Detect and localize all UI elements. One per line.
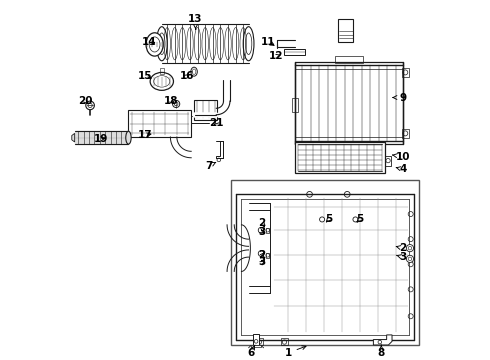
Text: 17: 17 [138,130,152,140]
Text: 14: 14 [142,37,156,47]
Bar [284,49,305,55]
Circle shape [86,101,95,110]
Ellipse shape [150,72,173,90]
Text: 5: 5 [356,215,364,224]
Polygon shape [216,141,223,158]
Polygon shape [251,345,261,347]
Text: 5: 5 [325,215,332,224]
Text: 11: 11 [261,37,275,47]
Polygon shape [72,133,74,142]
Polygon shape [295,62,403,144]
Bar [231,180,419,345]
Text: 3: 3 [259,227,266,237]
Circle shape [172,100,180,108]
Ellipse shape [156,27,167,61]
Bar [253,334,259,345]
Ellipse shape [243,27,254,61]
Bar [335,56,364,63]
Text: 15: 15 [138,71,152,81]
Bar [128,110,191,137]
Bar [256,338,263,345]
Text: 4: 4 [396,164,407,174]
Text: 9: 9 [393,93,406,103]
Circle shape [406,255,414,262]
Polygon shape [373,335,392,345]
Text: 3: 3 [396,252,406,262]
Bar [160,68,164,74]
Bar [194,100,218,120]
Text: 6: 6 [247,345,255,358]
Bar [281,338,288,345]
Text: 20: 20 [78,96,93,106]
Bar [266,228,270,233]
Text: 12: 12 [270,51,284,61]
Text: 21: 21 [209,118,223,127]
Ellipse shape [146,33,163,56]
Bar [293,98,298,112]
Bar [402,68,409,77]
Bar [295,142,385,173]
Text: 2: 2 [396,243,406,253]
Circle shape [406,244,414,252]
Bar [402,129,409,138]
Circle shape [319,217,324,222]
Ellipse shape [191,67,197,76]
Text: 10: 10 [392,152,410,162]
Text: 19: 19 [94,134,108,144]
Ellipse shape [126,131,131,144]
Circle shape [353,217,358,222]
Text: 3: 3 [259,257,266,267]
Text: 16: 16 [180,71,194,81]
Text: 2: 2 [259,218,266,228]
Text: 7: 7 [205,161,216,171]
Text: 8: 8 [378,345,385,358]
Bar [385,156,392,166]
Text: 13: 13 [188,14,203,29]
Bar [266,253,270,258]
Text: 1: 1 [284,346,306,358]
Bar [338,19,353,42]
Text: 2: 2 [259,250,266,260]
Text: 18: 18 [164,96,179,106]
